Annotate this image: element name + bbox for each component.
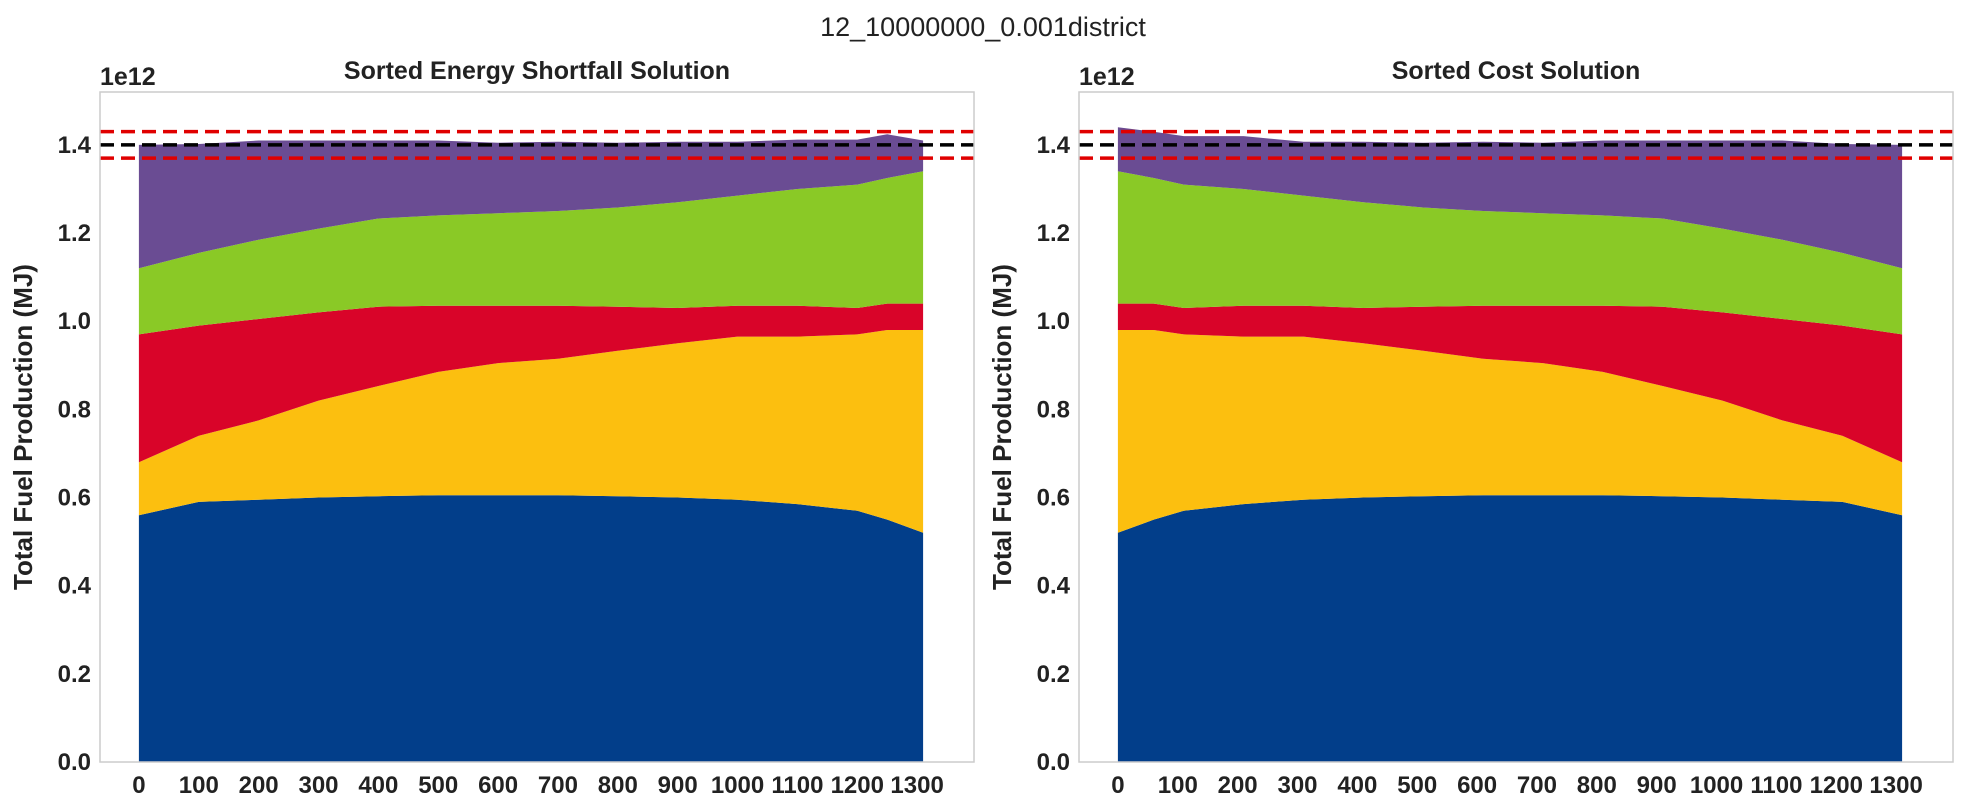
left-x-tick-label: 1100 (771, 772, 823, 799)
right-x-tick-label: 1200 (1810, 772, 1863, 799)
left-y-axis-label: Total Fuel Production (MJ) (8, 264, 38, 590)
left-x-tick-label: 100 (179, 772, 219, 799)
right-y-tick-label: 0.2 (1037, 661, 1070, 688)
left-x-tick-label: 1200 (831, 772, 884, 799)
right-y-tick-label: 1.4 (1037, 132, 1071, 159)
right-x-tick-label: 0 (1111, 772, 1124, 799)
right-x-tick-label: 800 (1577, 772, 1617, 799)
left-y-tick-label: 0.6 (58, 485, 91, 512)
right-y-axis-label: Total Fuel Production (MJ) (987, 264, 1017, 590)
left-chart-panel: Sorted Energy Shortfall Solution 1e12 0.0 0… (8, 57, 975, 799)
left-area-series-5 (138, 134, 924, 269)
right-y-offset-label: 1e12 (1079, 63, 1135, 91)
left-x-tick-label: 700 (538, 772, 578, 799)
right-x-tick-label: 400 (1337, 772, 1377, 799)
left-area-series-4 (138, 171, 924, 335)
right-x-tick-label: 100 (1158, 772, 1198, 799)
left-area-series-1 (138, 495, 924, 762)
right-y-tick-label: 0.6 (1037, 485, 1070, 512)
left-x-tick-label: 1300 (890, 772, 943, 799)
right-x-tick-label: 600 (1457, 772, 1497, 799)
left-x-tick-label: 500 (418, 772, 458, 799)
right-x-tick-label: 200 (1218, 772, 1258, 799)
right-y-tick-label: 1.0 (1037, 308, 1070, 335)
right-x-tick-label: 700 (1517, 772, 1557, 799)
right-y-tick-label: 0.4 (1037, 573, 1071, 600)
left-area-series-2 (138, 330, 924, 533)
left-x-tick-label: 200 (239, 772, 279, 799)
left-y-tick-label: 0.8 (58, 396, 91, 423)
right-y-tick-label: 0.8 (1037, 396, 1070, 423)
left-x-tick-label: 400 (358, 772, 398, 799)
right-x-tick-label: 300 (1277, 772, 1317, 799)
left-x-tick-label: 1000 (711, 772, 764, 799)
right-x-tick-label: 500 (1397, 772, 1437, 799)
right-x-tick-label: 1000 (1690, 772, 1743, 799)
left-y-tick-label: 1.0 (58, 308, 91, 335)
left-y-tick-label: 0.4 (58, 573, 92, 600)
left-x-tick-label: 600 (478, 772, 518, 799)
right-y-tick-label: 0.0 (1037, 749, 1070, 776)
right-y-tick-label: 1.2 (1037, 220, 1070, 247)
left-x-tick-label: 900 (658, 772, 698, 799)
left-area-series-3 (138, 303, 924, 463)
left-x-tick-label: 300 (298, 772, 338, 799)
right-x-tick-label: 900 (1637, 772, 1677, 799)
left-y-tick-label: 0.2 (58, 661, 91, 688)
left-x-tick-label: 800 (598, 772, 638, 799)
right-area-series-2 (1117, 330, 1903, 533)
figure-suptitle: 12_10000000_0.001district (820, 12, 1146, 42)
left-x-tick-label: 0 (132, 772, 145, 799)
right-chart-title: Sorted Cost Solution (1392, 57, 1641, 85)
right-x-tick-label: 1100 (1750, 772, 1802, 799)
left-chart-title: Sorted Energy Shortfall Solution (344, 57, 730, 85)
left-y-tick-label: 1.2 (58, 220, 91, 247)
right-plot-frame (1078, 91, 1954, 763)
left-y-offset-label: 1e12 (100, 63, 156, 91)
left-y-tick-label: 1.4 (58, 132, 92, 159)
left-plot-frame (99, 91, 975, 763)
right-area-series-3 (1117, 303, 1903, 463)
right-x-tick-label: 1300 (1869, 772, 1922, 799)
right-area-series-4 (1117, 171, 1903, 335)
left-y-tick-label: 0.0 (58, 749, 91, 776)
right-chart-panel: Sorted Cost Solution 1e12 0.0 0.2 0.4 0.6 0.8 1… (987, 57, 1954, 799)
right-area-series-1 (1117, 495, 1903, 762)
right-area-series-5 (1117, 127, 1903, 269)
